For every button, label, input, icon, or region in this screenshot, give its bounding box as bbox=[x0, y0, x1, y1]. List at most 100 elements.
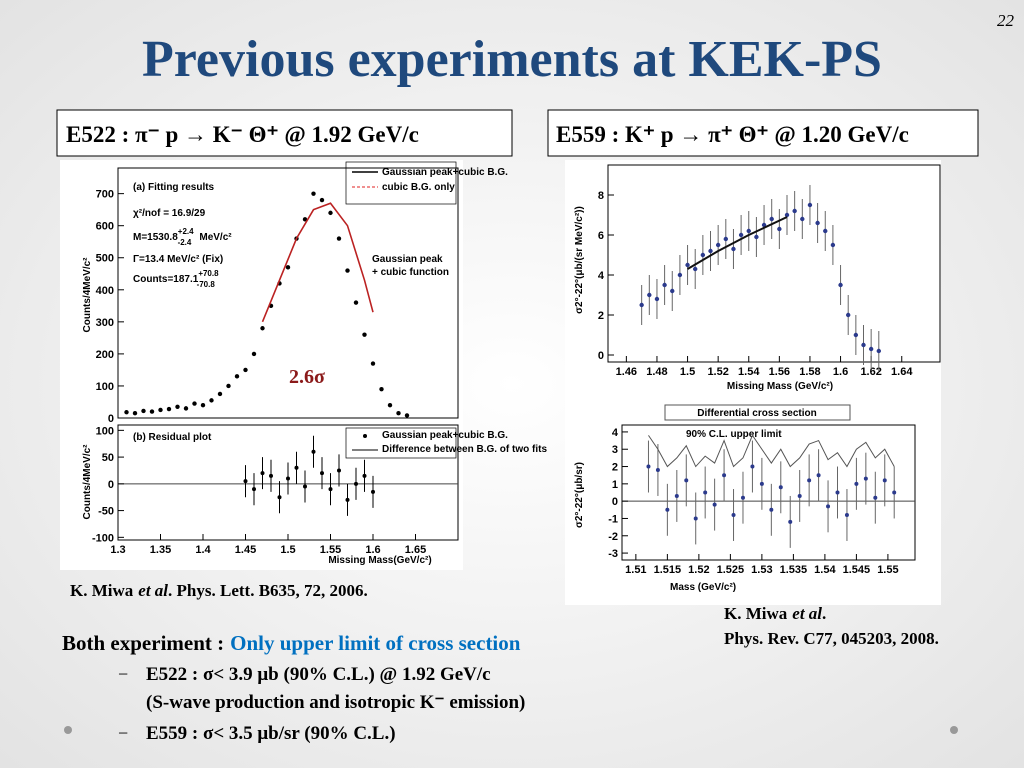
data-point bbox=[251, 351, 257, 357]
y-axis-label: Counts/4MeV/c² bbox=[82, 257, 93, 333]
x-tick-label: 1.6 bbox=[833, 366, 848, 378]
x-tick-label: 1.54 bbox=[738, 366, 760, 378]
data-point bbox=[260, 471, 265, 476]
data-point bbox=[685, 262, 690, 268]
data-point bbox=[715, 242, 721, 248]
y-tick-label: 4 bbox=[598, 270, 605, 282]
curve-label: + cubic function bbox=[372, 267, 449, 278]
data-point bbox=[873, 495, 878, 500]
legend bbox=[345, 161, 457, 205]
data-point bbox=[404, 413, 410, 418]
data-point bbox=[353, 300, 359, 305]
data-point bbox=[712, 502, 717, 507]
ref-authors: K. Miwa bbox=[724, 604, 788, 623]
x-tick-label: 1.3 bbox=[110, 544, 125, 556]
data-point bbox=[141, 408, 146, 414]
data-point bbox=[260, 326, 265, 331]
y-tick-label: 600 bbox=[96, 221, 114, 233]
data-point bbox=[670, 288, 675, 294]
data-point bbox=[684, 478, 689, 483]
y-tick-label: 400 bbox=[96, 285, 114, 297]
data-point bbox=[838, 282, 843, 288]
x-axis-label: Missing Mass (GeV/c²) bbox=[727, 381, 833, 392]
significance: 2.6σ bbox=[289, 366, 325, 388]
data-point bbox=[226, 383, 231, 389]
data-point bbox=[320, 471, 324, 476]
x-tick-label: 1.45 bbox=[235, 544, 256, 556]
data-point bbox=[132, 410, 138, 416]
fit-note: -2.4 bbox=[178, 238, 192, 247]
plot-frame bbox=[117, 167, 459, 419]
reference: Phys. Rev. C77, 045203, 2008. bbox=[724, 629, 939, 648]
data-point bbox=[345, 268, 350, 273]
data-point bbox=[286, 476, 290, 481]
y-tick-label: 0 bbox=[612, 496, 618, 508]
data-point bbox=[700, 252, 706, 258]
x-tick-label: 1.4 bbox=[195, 544, 211, 556]
fit-note: Γ=13.4 MeV/c² (Fix) bbox=[133, 254, 223, 265]
y-tick-label: 1 bbox=[612, 479, 618, 491]
data-point bbox=[243, 367, 248, 373]
data-point bbox=[731, 246, 736, 252]
heading: E522 : π⁻ p → K⁻ Θ⁺ @ 1.92 GeV/c bbox=[66, 122, 419, 148]
fit-note: M=1530.8+2.4 -2.4 MeV/c² bbox=[133, 227, 232, 247]
data-point bbox=[345, 497, 350, 502]
summary-lead: Both experiment : bbox=[62, 631, 224, 655]
data-point bbox=[815, 220, 820, 226]
data-point bbox=[379, 386, 384, 392]
ref-etal: et al bbox=[792, 604, 822, 623]
fit-note: -70.8 bbox=[197, 280, 216, 289]
data-point bbox=[302, 217, 308, 222]
data-point bbox=[892, 490, 897, 495]
x-tick-label: 1.535 bbox=[780, 564, 808, 576]
fit-note: Counts=187.1 bbox=[133, 274, 199, 285]
x-tick-label: 1.52 bbox=[707, 366, 728, 378]
data-point bbox=[708, 248, 713, 254]
fit-curve bbox=[261, 202, 374, 323]
x-axis-label: Missing Mass(GeV/c²) bbox=[328, 555, 431, 566]
data-point bbox=[800, 216, 805, 222]
figure-bg bbox=[565, 160, 941, 605]
ref-etal: et al bbox=[138, 581, 168, 600]
data-point bbox=[200, 402, 206, 408]
y-tick-label: -3 bbox=[608, 548, 618, 560]
data-point bbox=[882, 478, 887, 483]
x-tick-label: 1.54 bbox=[814, 564, 836, 576]
data-point bbox=[166, 406, 172, 412]
data-point bbox=[362, 332, 367, 337]
data-point bbox=[777, 226, 782, 232]
summary-highlight: Only upper limit of cross section bbox=[230, 631, 521, 655]
y-tick-label: 200 bbox=[96, 349, 114, 361]
x-tick-label: 1.35 bbox=[150, 544, 171, 556]
x-tick-label: 1.55 bbox=[320, 544, 341, 556]
y-tick-label: 700 bbox=[96, 189, 114, 201]
x-tick-label: 1.58 bbox=[799, 366, 820, 378]
data-point bbox=[740, 495, 745, 500]
y-axis-label: σ2°-22°(μb/sr) bbox=[574, 462, 585, 528]
y-tick-label: 6 bbox=[598, 230, 604, 242]
reference: K. Miwa et al. bbox=[724, 604, 826, 623]
data-point bbox=[243, 479, 248, 484]
data-point bbox=[311, 191, 316, 196]
x-tick-label: 1.5 bbox=[280, 544, 295, 556]
x-tick-label: 1.525 bbox=[717, 564, 745, 576]
data-point bbox=[654, 296, 660, 302]
data-point bbox=[328, 210, 333, 216]
data-point bbox=[234, 374, 240, 379]
y-tick-label: 8 bbox=[598, 190, 604, 202]
legend-label: Difference between B.G. of two fits bbox=[382, 444, 547, 455]
y-tick-label: -1 bbox=[608, 513, 618, 525]
y-tick-label: -100 bbox=[92, 532, 114, 544]
data-point bbox=[639, 302, 644, 308]
data-point bbox=[823, 228, 828, 234]
data-point bbox=[853, 332, 859, 338]
plot-frame bbox=[621, 424, 916, 561]
y-tick-label: 2 bbox=[598, 310, 604, 322]
x-tick-label: 1.55 bbox=[877, 564, 898, 576]
panel-label: (b) Residual plot bbox=[133, 432, 212, 443]
y-tick-label: 0 bbox=[108, 479, 114, 491]
data-point bbox=[778, 485, 783, 490]
data-point bbox=[835, 490, 840, 495]
